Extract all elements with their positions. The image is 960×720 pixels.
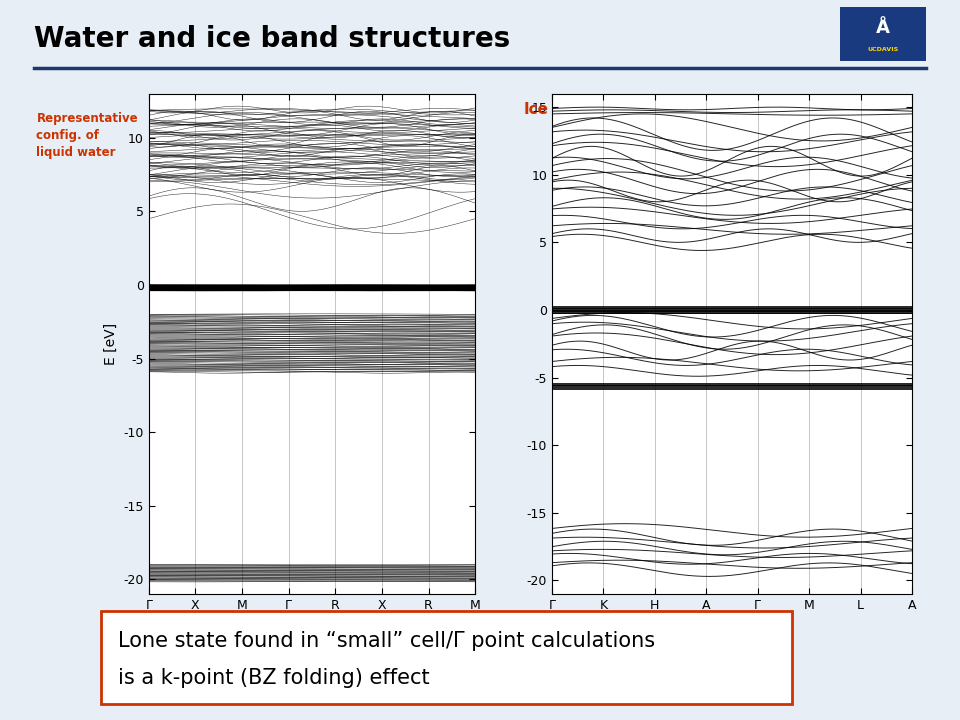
Y-axis label: E [eV]: E [eV] [104,323,118,365]
X-axis label: k: k [308,618,316,631]
Text: Lone state found in “small” cell/Γ point calculations: Lone state found in “small” cell/Γ point… [118,631,656,650]
Text: Water and ice band structures: Water and ice band structures [34,25,510,53]
Text: Representative
config. of
liquid water: Representative config. of liquid water [36,112,138,158]
Text: Ice: Ice [523,102,548,117]
Text: UCDAVIS: UCDAVIS [868,47,899,52]
Text: is a k-point (BZ folding) effect: is a k-point (BZ folding) effect [118,668,430,688]
X-axis label: k: k [728,618,736,631]
Text: Å: Å [876,19,890,37]
